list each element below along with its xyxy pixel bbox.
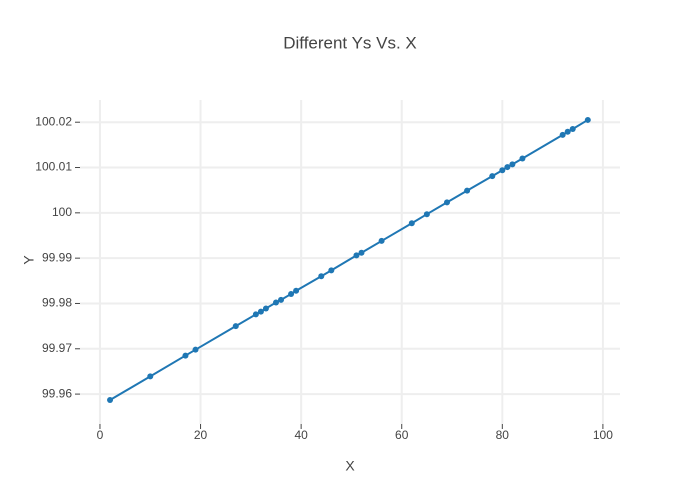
x-axis-title: X (345, 458, 355, 474)
marker (257, 308, 264, 315)
marker (107, 396, 114, 403)
y-tick-label: 100.02 (35, 114, 72, 128)
y-axis-title: Y (21, 255, 37, 265)
marker (192, 346, 199, 353)
marker (147, 373, 154, 380)
marker (423, 211, 430, 218)
chart-title: Different Ys Vs. X (283, 33, 417, 52)
marker (504, 164, 511, 171)
marker (328, 267, 335, 274)
marker (509, 161, 516, 168)
marker (182, 352, 189, 359)
marker (358, 249, 365, 256)
marker (569, 126, 576, 133)
marker (408, 220, 415, 227)
y-tick-label: 99.97 (42, 341, 72, 355)
marker (564, 128, 571, 135)
marker (559, 131, 566, 138)
x-tick-label: 100 (593, 428, 613, 442)
marker (499, 167, 506, 174)
x-tick-label: 40 (294, 428, 308, 442)
marker (464, 187, 471, 194)
marker (262, 305, 269, 312)
marker (278, 296, 285, 303)
marker (353, 252, 360, 259)
marker (252, 311, 259, 318)
marker (378, 237, 385, 244)
marker (293, 287, 300, 294)
x-tick-label: 80 (496, 428, 510, 442)
marker (318, 273, 325, 280)
y-tick-label: 99.98 (42, 296, 72, 310)
x-tick-label: 20 (194, 428, 208, 442)
x-tick-label: 60 (395, 428, 409, 442)
y-tick-label: 100 (52, 205, 72, 219)
marker (443, 199, 450, 206)
y-tick-label: 100.01 (35, 160, 72, 174)
marker (232, 323, 239, 330)
marker (489, 173, 496, 180)
marker (519, 155, 526, 162)
y-tick-label: 99.96 (42, 386, 72, 400)
x-tick-label: 0 (97, 428, 104, 442)
marker (272, 299, 279, 306)
marker (584, 116, 591, 123)
line (109, 119, 589, 401)
marker (288, 290, 295, 297)
y-tick-label: 99.99 (42, 250, 72, 264)
